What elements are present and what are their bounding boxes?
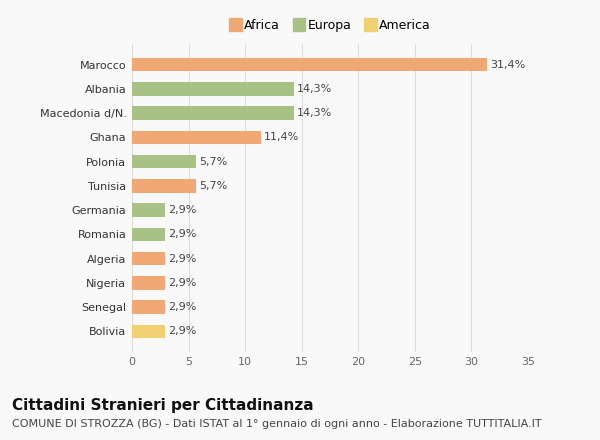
Text: 31,4%: 31,4% [490, 60, 526, 70]
Bar [132, 252, 165, 265]
Text: 2,9%: 2,9% [167, 253, 196, 264]
Text: 2,9%: 2,9% [167, 278, 196, 288]
Bar [132, 203, 165, 217]
Bar [132, 227, 165, 241]
Legend: Africa, Europa, America: Africa, Europa, America [229, 19, 431, 33]
Text: 2,9%: 2,9% [167, 302, 196, 312]
Text: 5,7%: 5,7% [199, 181, 227, 191]
Text: 14,3%: 14,3% [296, 84, 332, 94]
Bar [132, 82, 294, 95]
Bar [132, 276, 165, 290]
Bar [132, 155, 196, 169]
Bar [132, 179, 196, 193]
Bar [132, 58, 487, 71]
Text: Cittadini Stranieri per Cittadinanza: Cittadini Stranieri per Cittadinanza [12, 398, 314, 413]
Bar [132, 301, 165, 314]
Text: 11,4%: 11,4% [264, 132, 299, 143]
Text: 2,9%: 2,9% [167, 326, 196, 336]
Text: 14,3%: 14,3% [296, 108, 332, 118]
Text: 2,9%: 2,9% [167, 229, 196, 239]
Bar [132, 131, 261, 144]
Text: COMUNE DI STROZZA (BG) - Dati ISTAT al 1° gennaio di ogni anno - Elaborazione TU: COMUNE DI STROZZA (BG) - Dati ISTAT al 1… [12, 419, 542, 429]
Text: 5,7%: 5,7% [199, 157, 227, 167]
Bar [132, 325, 165, 338]
Bar [132, 106, 294, 120]
Text: 2,9%: 2,9% [167, 205, 196, 215]
